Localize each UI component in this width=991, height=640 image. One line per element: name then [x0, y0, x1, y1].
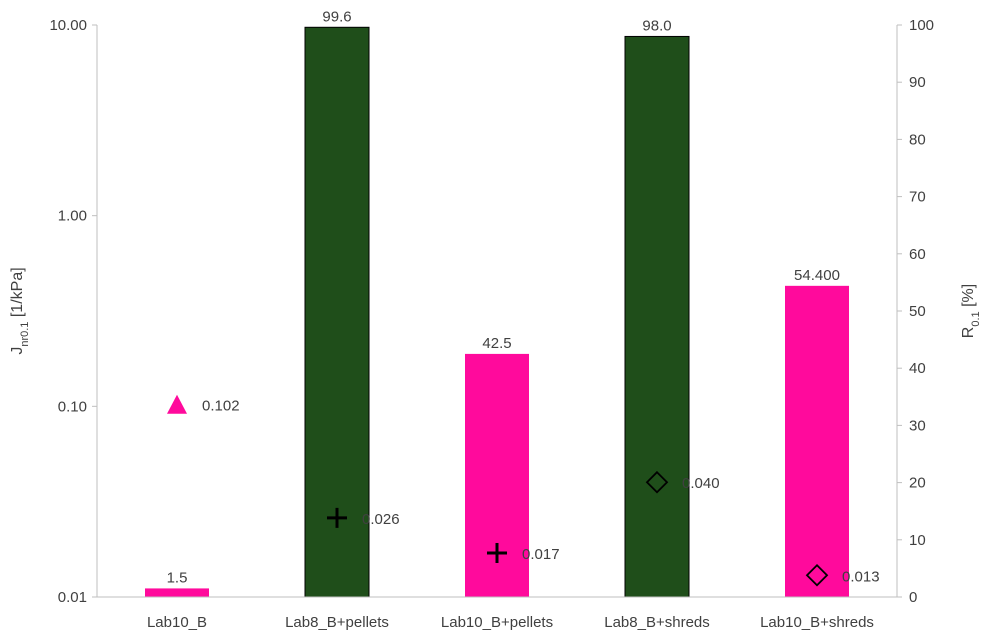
bar-value-label-1: 99.6 [322, 8, 351, 25]
right-tick-label-7: 70 [909, 189, 926, 206]
bar-3 [624, 35, 690, 598]
right-tick-label-1: 10 [909, 532, 926, 549]
left-tick-label-2: 1.00 [58, 208, 87, 225]
x-tick-label-0: Lab10_B [147, 614, 207, 631]
x-tick-label-4: Lab10_B+shreds [760, 614, 874, 631]
marker-1 [327, 507, 347, 528]
marker-0 [167, 394, 187, 414]
right-tick-label-9: 90 [909, 74, 926, 91]
left-tick-label-0: 0.01 [58, 589, 87, 606]
x-tick-label-2: Lab10_B+pellets [441, 614, 553, 631]
bars-group [145, 26, 849, 598]
right-tick-label-6: 60 [909, 246, 926, 263]
left-tick-label-3: 10.00 [49, 17, 87, 34]
right-tick-label-4: 40 [909, 360, 926, 377]
marker-value-label-0: 0.102 [202, 398, 240, 415]
right-axis-title: R0.1 [%] [960, 284, 982, 338]
markers-group [167, 394, 829, 587]
marker-2 [487, 543, 507, 564]
marker-3 [645, 470, 669, 494]
bar-value-label-3: 98.0 [642, 17, 671, 34]
x-tick-label-3: Lab8_B+shreds [604, 614, 710, 631]
right-tick-label-0: 0 [909, 589, 917, 606]
right-tick-label-10: 100 [909, 17, 934, 34]
right-tick-label-2: 20 [909, 475, 926, 492]
marker-value-label-3: 0.040 [682, 475, 720, 492]
x-tick-label-1: Lab8_B+pellets [285, 614, 389, 631]
marker-4 [805, 564, 829, 587]
left-tick-label-1: 0.10 [58, 398, 87, 415]
bar-value-label-4: 54.400 [794, 267, 840, 284]
right-tick-label-5: 50 [909, 303, 926, 320]
axes-group: 0.01 0.10 1.00 10.00 0 10 20 30 40 50 60 70 80 90 100 L… [9, 17, 982, 631]
marker-value-label-4: 0.013 [842, 568, 880, 585]
marker-value-label-2: 0.017 [522, 546, 560, 563]
right-tick-label-8: 80 [909, 131, 926, 148]
bar-4 [785, 285, 849, 597]
left-axis-title: Jnr0.1 [1/kPa] [9, 267, 31, 354]
marker-value-label-1: 0.026 [362, 511, 400, 528]
labels-group: 1.5 99.6 42.5 98.0 54.400 0.102 0.026 0.017 0.04… [167, 8, 880, 586]
bar-0 [145, 588, 209, 597]
right-tick-label-3: 30 [909, 417, 926, 434]
bar-value-label-2: 42.5 [482, 335, 511, 352]
bar-value-label-0: 1.5 [167, 569, 188, 586]
bar-1 [304, 26, 370, 598]
